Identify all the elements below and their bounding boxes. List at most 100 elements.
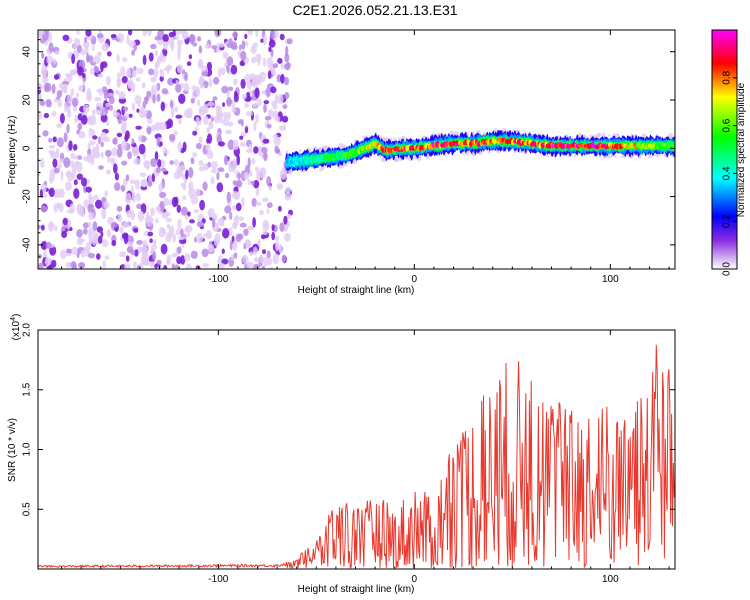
noise-blob <box>120 184 126 192</box>
noise-blob <box>213 236 220 247</box>
spectrogram-panel: -100 0 100 -40 -20 0 20 40 Height of straight l… <box>7 29 747 296</box>
noise-blob <box>105 102 111 108</box>
noise-blob <box>192 130 198 136</box>
noise-blob <box>131 138 135 145</box>
noise-blob <box>247 157 251 169</box>
x-tick-label: -100 <box>208 574 228 585</box>
noise-blob <box>69 69 77 75</box>
noise-blob <box>224 205 232 214</box>
noise-blob <box>40 205 47 213</box>
noise-blob <box>78 238 86 243</box>
noise-blob <box>167 230 174 238</box>
noise-blob <box>251 157 256 165</box>
noise-blob <box>91 109 96 116</box>
noise-blob <box>65 73 72 78</box>
noise-blob <box>228 38 233 44</box>
chart-title: C2E1.2026.052.21.13.E31 <box>292 2 457 18</box>
ridge-halo <box>307 148 311 152</box>
noise-blob <box>171 263 175 269</box>
noise-blob <box>78 131 86 139</box>
noise-blob <box>286 213 292 220</box>
noise-blob <box>74 115 79 124</box>
noise-blob <box>217 67 222 78</box>
noise-blob <box>123 233 129 245</box>
noise-blob <box>241 93 248 100</box>
x-tick-label: 0 <box>412 274 418 285</box>
ridge-halo <box>596 132 602 138</box>
noise-blob <box>159 121 167 131</box>
noise-blob <box>148 52 154 62</box>
noise-blob <box>162 48 168 57</box>
noise-blob <box>218 263 226 269</box>
noise-blob <box>221 248 225 255</box>
noise-blob <box>268 39 276 48</box>
noise-blob <box>188 54 193 60</box>
noise-blob <box>273 110 279 120</box>
noise-blob <box>211 45 218 50</box>
noise-blob <box>116 132 123 138</box>
noise-blob <box>268 185 272 191</box>
noise-blob <box>139 106 145 114</box>
noise-blob <box>166 259 171 266</box>
noise-blob <box>244 41 249 47</box>
noise-blob <box>145 160 150 171</box>
noise-blob <box>192 42 198 47</box>
noise-blob <box>118 91 126 100</box>
noise-blob <box>232 78 238 86</box>
noise-blob <box>201 248 209 258</box>
noise-blob <box>142 54 147 66</box>
noise-blob <box>48 144 56 149</box>
noise-blob <box>205 143 211 152</box>
noise-blob <box>156 93 161 102</box>
noise-blob <box>252 246 258 256</box>
noise-blob <box>170 41 174 52</box>
noise-blob <box>87 252 96 259</box>
noise-blob <box>198 45 203 54</box>
noise-blob <box>174 264 179 269</box>
noise-blob <box>75 92 80 98</box>
noise-blob <box>132 192 136 204</box>
noise-blob <box>279 168 287 180</box>
noise-blob <box>140 203 147 214</box>
noise-blob <box>39 189 44 198</box>
colorbar-tick-label: 0.4 <box>722 166 733 180</box>
noise-blob <box>126 241 133 246</box>
noise-blob <box>274 235 280 242</box>
noise-blob <box>267 70 272 80</box>
noise-blob <box>54 225 58 232</box>
noise-blob <box>111 147 118 157</box>
noise-blob <box>132 70 137 78</box>
noise-blob <box>96 226 103 233</box>
noise-blob <box>210 176 215 185</box>
multiplier-exponent: 4 <box>10 317 17 321</box>
noise-blob <box>121 120 127 132</box>
noise-blob <box>284 53 290 63</box>
noise-blob <box>190 250 198 259</box>
noise-blob <box>243 171 249 181</box>
noise-blob <box>158 183 163 193</box>
noise-blob <box>175 79 179 85</box>
noise-blob <box>85 186 92 193</box>
noise-blob <box>177 246 182 254</box>
noise-blob <box>169 160 174 165</box>
noise-blob <box>88 221 92 228</box>
noise-blob <box>251 197 257 207</box>
noise-blob <box>77 66 84 76</box>
noise-blob <box>136 240 143 245</box>
noise-blob <box>82 228 88 235</box>
noise-blob <box>239 135 244 140</box>
noise-blob <box>241 196 245 207</box>
noise-blob <box>97 51 102 57</box>
noise-blob <box>231 191 240 200</box>
noise-blob <box>214 30 222 38</box>
noise-blob <box>231 108 237 113</box>
noise-blob <box>154 121 162 131</box>
noise-blob <box>239 142 246 147</box>
noise-blob <box>207 101 215 107</box>
noise-blob <box>57 99 63 108</box>
noise-blob <box>199 199 206 211</box>
noise-blob <box>213 76 220 85</box>
noise-blob <box>104 190 109 197</box>
noise-blob <box>278 205 282 212</box>
